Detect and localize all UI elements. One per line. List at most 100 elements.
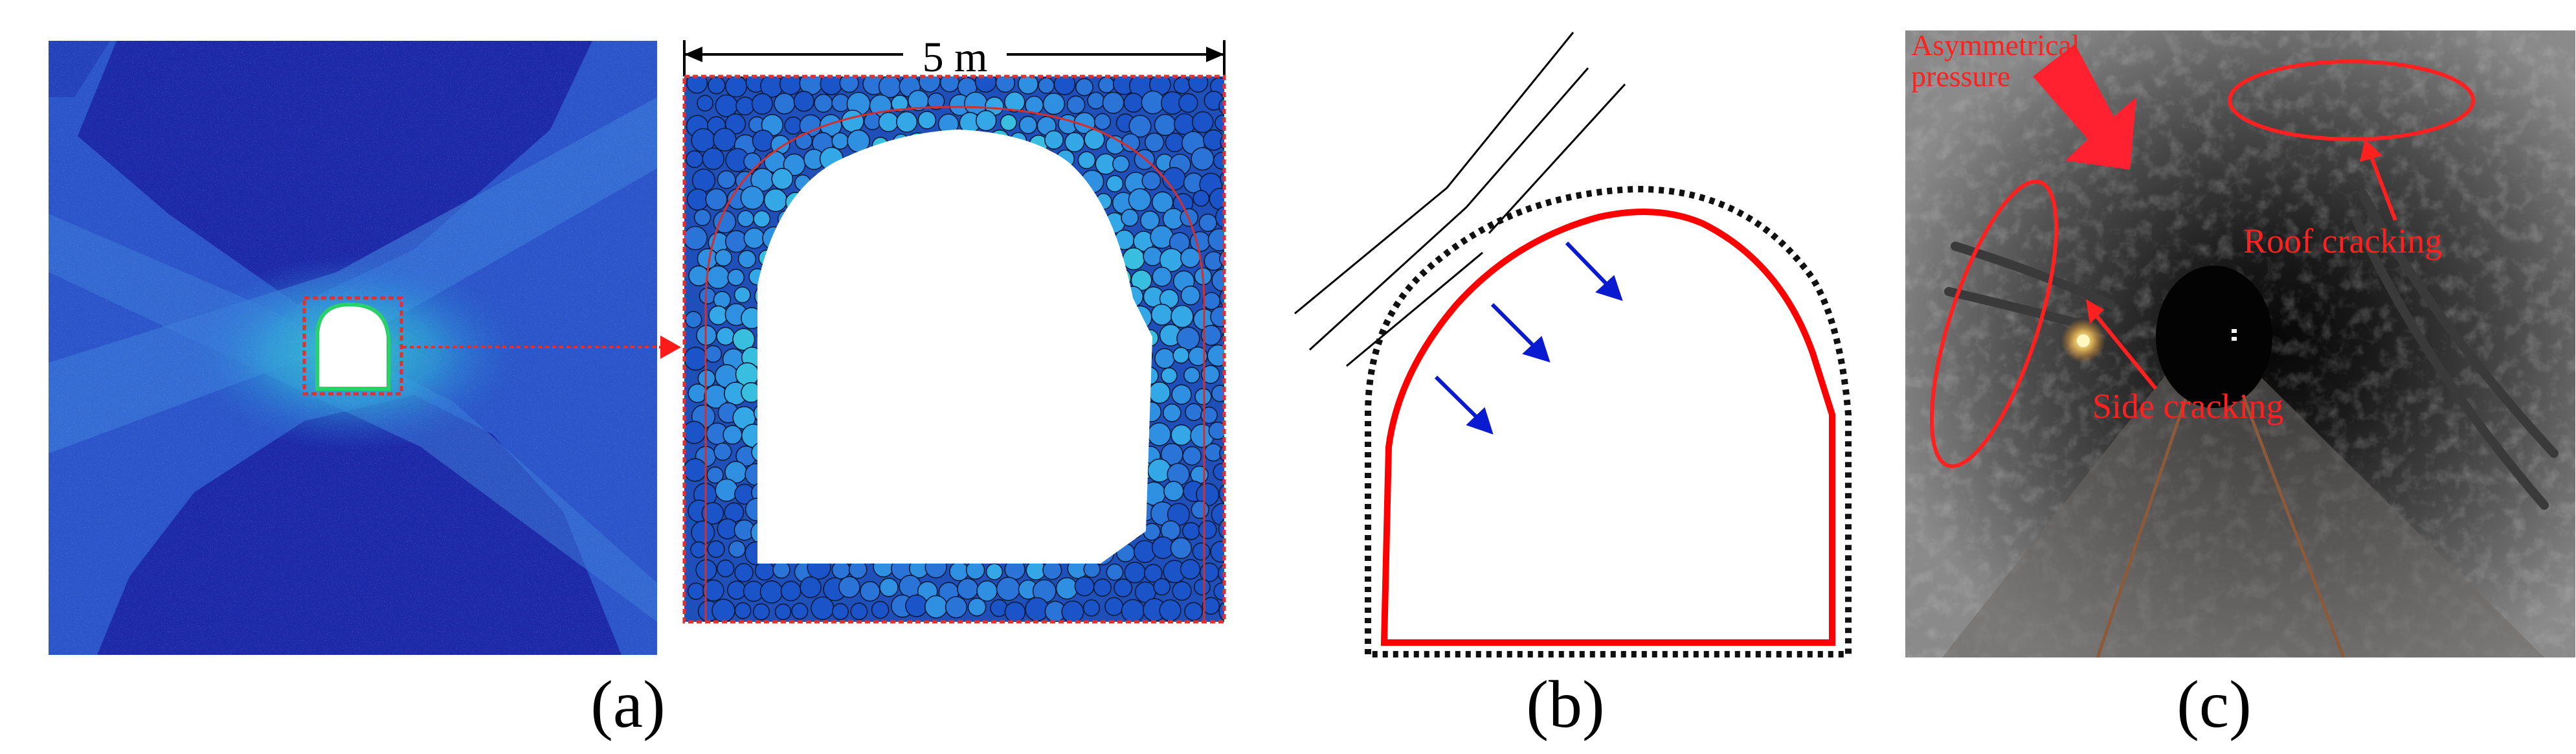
particle [1066,95,1086,115]
particle [1074,576,1095,597]
pressure-arrow [1565,241,1611,288]
dotted-boundary [1365,185,1852,657]
particle [1093,113,1111,130]
particle [1188,76,1209,93]
particle [1123,93,1144,113]
particle [1182,446,1202,466]
particle [945,596,968,619]
particle [740,185,765,210]
particle [1183,367,1200,384]
particle [1219,250,1224,267]
particle [1104,597,1124,616]
particle [732,328,756,351]
particle [831,132,849,150]
particle [850,602,868,621]
zoomed-particle-view [684,76,1224,622]
particle [754,560,775,581]
particle [1098,76,1115,94]
rail-right [2228,362,2346,657]
particle [684,310,702,328]
particle [793,91,815,112]
particle [1211,385,1224,402]
particle [743,152,762,171]
particle [975,109,997,131]
particle [1093,578,1112,597]
particle [1193,190,1210,207]
particle [976,580,998,602]
particle [1077,151,1096,170]
particle [1154,113,1176,136]
particle [1147,422,1172,446]
particle [1139,210,1160,231]
particle [841,109,864,133]
particle [715,249,733,267]
particle [860,581,880,602]
side-cracking-pointer [2090,310,2158,390]
particle [1202,597,1220,615]
particle [1004,91,1025,113]
particle [693,209,711,227]
particle [1210,306,1224,328]
particle [1191,147,1215,171]
particle [949,561,969,582]
particle [706,265,730,290]
particle [1122,247,1145,271]
particle [708,76,726,95]
particle [690,541,708,558]
particle [705,188,728,211]
particle [1121,599,1145,622]
particle [722,424,743,445]
particle [1163,481,1184,501]
particle [701,502,724,525]
particle [728,540,746,558]
particle [784,116,803,135]
particle [1128,115,1152,138]
particle [1170,537,1193,560]
particle [753,210,771,228]
particle [800,576,822,599]
particle [871,600,890,619]
particle [1061,600,1084,622]
particle [1153,578,1171,596]
particle [771,168,794,190]
particle [1150,303,1173,326]
particle [1192,111,1214,133]
rock-joints [1294,32,1626,367]
pressure-arrow [1490,303,1538,350]
particle [1220,171,1224,187]
roof-cracking-label: Roof cracking [2243,222,2442,260]
particle [713,128,737,152]
particle [1170,304,1194,328]
particle [1213,463,1224,481]
annotations: Asymmetrical pressure Roof cracking Side… [1911,29,2475,468]
particle [1000,114,1017,131]
particle [996,577,1021,601]
particle [1172,580,1192,601]
particle [735,97,755,116]
asymmetrical-pressure-line1: Asymmetrical [1911,29,2080,62]
particle [716,559,735,578]
particle [1106,563,1124,581]
particle [1042,93,1066,115]
panel-a: 5 m [49,34,1226,655]
particle [724,76,748,98]
scale-bar: 5 m [683,34,1226,81]
particle [772,560,790,579]
panel-b [1294,32,1852,657]
tunnel-far-end [2156,266,2272,408]
particle [752,603,770,621]
particle [1087,91,1105,109]
particle [1182,521,1200,540]
particle [1159,599,1182,622]
particle [1141,170,1161,190]
panel-b-label: (b) [1526,667,1605,742]
particle [1128,188,1152,212]
particle [1218,600,1224,622]
particle [743,227,765,249]
panel-a-label: (a) [590,667,666,742]
particle [686,150,704,168]
particle [716,326,735,346]
particle [878,76,902,98]
particle [713,442,732,461]
particle [905,594,928,617]
